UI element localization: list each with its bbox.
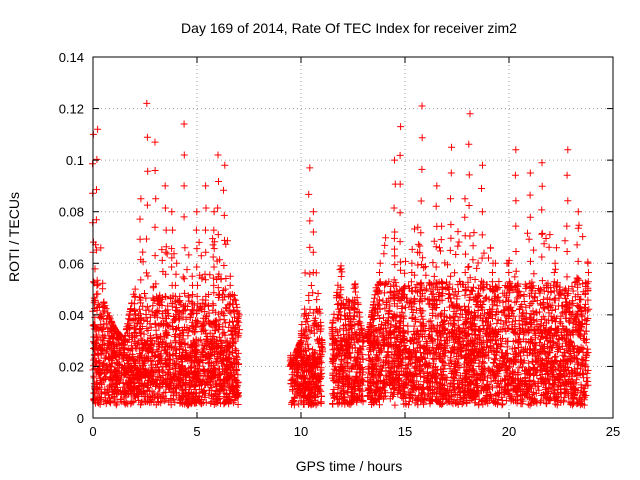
plot-frame: [92, 56, 614, 419]
y-tick-label: 0.12: [59, 102, 84, 117]
x-axis-label: GPS time / hours: [296, 458, 403, 474]
chart-title: Day 169 of 2014, Rate Of TEC Index for r…: [181, 20, 517, 36]
axis-ticks: [92, 56, 614, 419]
y-tick-label: 0: [77, 411, 84, 426]
x-tick-label: 20: [502, 424, 516, 439]
x-tick-label: 0: [89, 424, 96, 439]
y-tick-label: 0.04: [59, 308, 84, 323]
x-tick-label: 15: [398, 424, 412, 439]
y-tick-label: 0.14: [59, 50, 84, 65]
x-tick-label: 10: [294, 424, 308, 439]
x-tick-label: 25: [606, 424, 620, 439]
x-tick-label: 5: [193, 424, 200, 439]
y-tick-label: 0.02: [59, 359, 84, 374]
y-tick-label: 0.06: [59, 256, 84, 271]
y-tick-label: 0.08: [59, 205, 84, 220]
y-tick-label: 0.1: [66, 153, 84, 168]
roti-marker-cloud: [89, 99, 593, 409]
roti-data-points: [89, 99, 593, 409]
y-axis-label: ROTI / TECUs: [6, 192, 22, 282]
tick-labels: 0 5 10 15 20 25 0 0.02 0.04 0.06 0.08 0.1 0.12 0.14: [59, 50, 621, 439]
